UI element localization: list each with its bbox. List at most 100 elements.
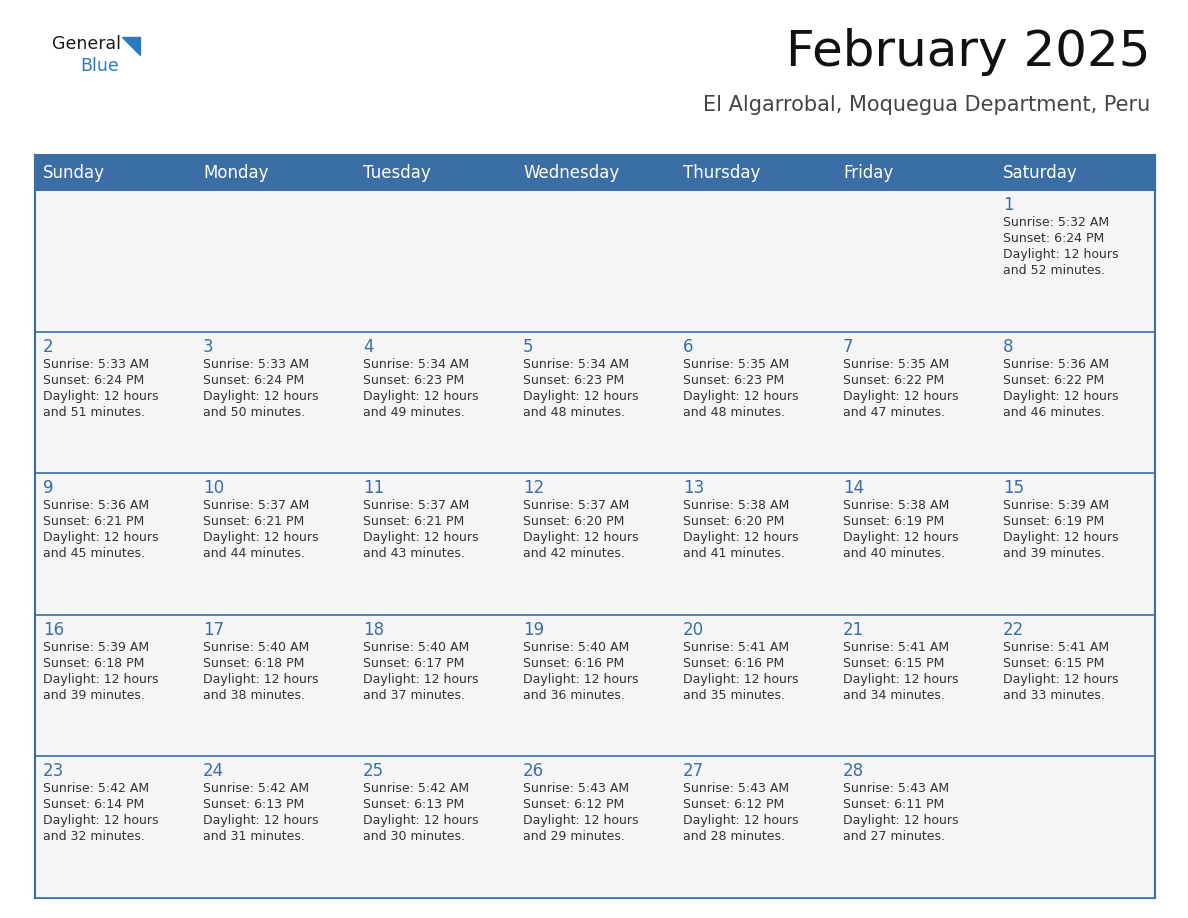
Text: Daylight: 12 hours: Daylight: 12 hours [1003, 389, 1118, 403]
Text: Monday: Monday [203, 163, 268, 182]
Text: and 50 minutes.: and 50 minutes. [203, 406, 305, 419]
Text: Sunrise: 5:34 AM: Sunrise: 5:34 AM [523, 358, 630, 371]
Text: Sunset: 6:14 PM: Sunset: 6:14 PM [43, 799, 144, 812]
Text: and 39 minutes.: and 39 minutes. [1003, 547, 1105, 560]
Text: Daylight: 12 hours: Daylight: 12 hours [683, 389, 798, 403]
Text: and 48 minutes.: and 48 minutes. [683, 406, 785, 419]
Text: 9: 9 [43, 479, 53, 498]
Text: 2: 2 [43, 338, 53, 355]
Text: Sunset: 6:18 PM: Sunset: 6:18 PM [203, 656, 304, 670]
Text: Sunset: 6:23 PM: Sunset: 6:23 PM [523, 374, 624, 386]
Text: Daylight: 12 hours: Daylight: 12 hours [683, 532, 798, 544]
Text: and 34 minutes.: and 34 minutes. [843, 688, 944, 701]
Text: Sunrise: 5:35 AM: Sunrise: 5:35 AM [843, 358, 949, 371]
Bar [195, 155, 355, 190]
Text: 25: 25 [364, 763, 384, 780]
Text: Daylight: 12 hours: Daylight: 12 hours [523, 532, 638, 544]
Text: Sunset: 6:16 PM: Sunset: 6:16 PM [683, 656, 784, 670]
Text: Sunset: 6:17 PM: Sunset: 6:17 PM [364, 656, 465, 670]
Bar [34, 155, 1155, 898]
Text: Sunrise: 5:42 AM: Sunrise: 5:42 AM [203, 782, 309, 795]
Text: Sunrise: 5:38 AM: Sunrise: 5:38 AM [683, 499, 789, 512]
Bar [34, 615, 1155, 756]
Text: Daylight: 12 hours: Daylight: 12 hours [683, 673, 798, 686]
Text: Daylight: 12 hours: Daylight: 12 hours [203, 389, 318, 403]
Text: and 37 minutes.: and 37 minutes. [364, 688, 465, 701]
Text: and 43 minutes.: and 43 minutes. [364, 547, 465, 560]
Text: Sunset: 6:15 PM: Sunset: 6:15 PM [1003, 656, 1105, 670]
Bar [996, 155, 1155, 190]
Bar [34, 331, 1155, 473]
Text: and 47 minutes.: and 47 minutes. [843, 406, 944, 419]
Text: 8: 8 [1003, 338, 1013, 355]
Bar [34, 473, 1155, 615]
Text: Daylight: 12 hours: Daylight: 12 hours [523, 814, 638, 827]
Text: Sunrise: 5:34 AM: Sunrise: 5:34 AM [364, 358, 469, 371]
Text: Sunset: 6:19 PM: Sunset: 6:19 PM [1003, 515, 1105, 528]
Text: and 38 minutes.: and 38 minutes. [203, 688, 305, 701]
Text: and 33 minutes.: and 33 minutes. [1003, 688, 1105, 701]
Text: Daylight: 12 hours: Daylight: 12 hours [364, 389, 479, 403]
Text: Sunrise: 5:32 AM: Sunrise: 5:32 AM [1003, 216, 1110, 229]
Bar [675, 155, 835, 190]
Text: Daylight: 12 hours: Daylight: 12 hours [203, 532, 318, 544]
Text: Daylight: 12 hours: Daylight: 12 hours [523, 389, 638, 403]
Text: Sunset: 6:15 PM: Sunset: 6:15 PM [843, 656, 944, 670]
Text: 24: 24 [203, 763, 225, 780]
Text: 22: 22 [1003, 621, 1024, 639]
Text: and 30 minutes.: and 30 minutes. [364, 831, 465, 844]
Text: Sunset: 6:12 PM: Sunset: 6:12 PM [523, 799, 624, 812]
Bar [34, 190, 1155, 331]
Polygon shape [122, 37, 140, 55]
Text: Sunset: 6:24 PM: Sunset: 6:24 PM [203, 374, 304, 386]
Text: 1: 1 [1003, 196, 1013, 214]
Text: Daylight: 12 hours: Daylight: 12 hours [364, 814, 479, 827]
Text: February 2025: February 2025 [785, 28, 1150, 76]
Text: 10: 10 [203, 479, 225, 498]
Text: Sunrise: 5:33 AM: Sunrise: 5:33 AM [43, 358, 150, 371]
Text: Daylight: 12 hours: Daylight: 12 hours [843, 532, 959, 544]
Text: 28: 28 [843, 763, 864, 780]
Text: Sunrise: 5:40 AM: Sunrise: 5:40 AM [203, 641, 309, 654]
Text: 27: 27 [683, 763, 704, 780]
Text: Thursday: Thursday [683, 163, 760, 182]
Text: and 51 minutes.: and 51 minutes. [43, 406, 145, 419]
Text: Sunrise: 5:37 AM: Sunrise: 5:37 AM [364, 499, 469, 512]
Text: Sunrise: 5:42 AM: Sunrise: 5:42 AM [43, 782, 150, 795]
Text: 19: 19 [523, 621, 544, 639]
Text: and 49 minutes.: and 49 minutes. [364, 406, 465, 419]
Text: and 39 minutes.: and 39 minutes. [43, 688, 145, 701]
Text: Sunrise: 5:37 AM: Sunrise: 5:37 AM [203, 499, 309, 512]
Text: Daylight: 12 hours: Daylight: 12 hours [1003, 673, 1118, 686]
Text: 17: 17 [203, 621, 225, 639]
Text: Wednesday: Wednesday [523, 163, 619, 182]
Text: Sunset: 6:23 PM: Sunset: 6:23 PM [683, 374, 784, 386]
Text: Sunset: 6:21 PM: Sunset: 6:21 PM [203, 515, 304, 528]
Text: Sunrise: 5:38 AM: Sunrise: 5:38 AM [843, 499, 949, 512]
Bar [34, 756, 1155, 898]
Text: Sunset: 6:24 PM: Sunset: 6:24 PM [1003, 232, 1105, 245]
Text: 20: 20 [683, 621, 704, 639]
Text: Sunrise: 5:43 AM: Sunrise: 5:43 AM [523, 782, 630, 795]
Text: Sunrise: 5:43 AM: Sunrise: 5:43 AM [843, 782, 949, 795]
Text: Sunset: 6:16 PM: Sunset: 6:16 PM [523, 656, 624, 670]
Text: Sunrise: 5:41 AM: Sunrise: 5:41 AM [1003, 641, 1110, 654]
Text: 23: 23 [43, 763, 64, 780]
Text: 16: 16 [43, 621, 64, 639]
Text: Sunset: 6:12 PM: Sunset: 6:12 PM [683, 799, 784, 812]
Text: Daylight: 12 hours: Daylight: 12 hours [43, 814, 158, 827]
Text: and 48 minutes.: and 48 minutes. [523, 406, 625, 419]
Text: Sunset: 6:19 PM: Sunset: 6:19 PM [843, 515, 944, 528]
Text: Sunset: 6:20 PM: Sunset: 6:20 PM [683, 515, 784, 528]
Text: 26: 26 [523, 763, 544, 780]
Text: Sunset: 6:22 PM: Sunset: 6:22 PM [1003, 374, 1105, 386]
Text: and 31 minutes.: and 31 minutes. [203, 831, 305, 844]
Text: Daylight: 12 hours: Daylight: 12 hours [43, 673, 158, 686]
Text: 6: 6 [683, 338, 694, 355]
Text: 7: 7 [843, 338, 853, 355]
Text: Daylight: 12 hours: Daylight: 12 hours [43, 532, 158, 544]
Bar [516, 155, 675, 190]
Text: and 36 minutes.: and 36 minutes. [523, 688, 625, 701]
Text: Sunset: 6:13 PM: Sunset: 6:13 PM [203, 799, 304, 812]
Text: and 41 minutes.: and 41 minutes. [683, 547, 785, 560]
